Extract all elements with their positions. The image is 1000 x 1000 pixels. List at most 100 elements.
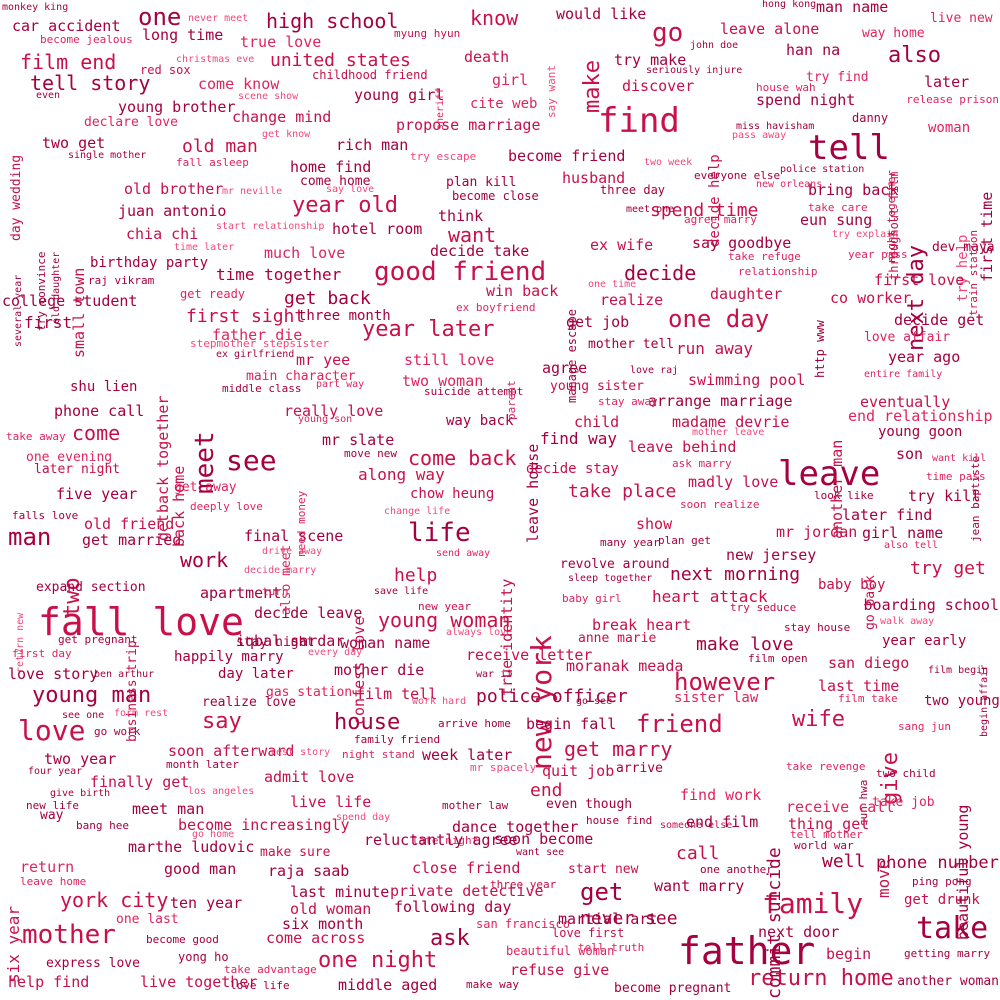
word-last-time: last time: [818, 677, 900, 695]
word-discover: discover: [622, 77, 695, 95]
word-quit-job: quit job: [542, 762, 615, 780]
word-stay-away: stay away: [598, 395, 658, 408]
word-change-mind: change mind: [232, 108, 332, 126]
word-good-man: good man: [164, 860, 237, 878]
word-take-care: take care: [808, 201, 868, 214]
word-new-jersey: new jersey: [726, 546, 817, 564]
word-get: get: [154, 513, 172, 541]
word-decide-stay: decide stay: [526, 461, 619, 477]
word-danny: danny: [852, 111, 889, 125]
word-dev-maya: dev maya: [932, 240, 995, 255]
word-month-later: month later: [166, 758, 239, 771]
word-form-rest: form rest: [114, 708, 169, 719]
word-mr-neville: mr neville: [222, 186, 283, 197]
word-back-home: back home: [170, 465, 188, 547]
word-another-woman: another woman: [897, 974, 999, 989]
word-meet-one: meet one: [626, 204, 675, 215]
word-five-year: five year: [56, 485, 138, 503]
word-refuse-give: refuse give: [510, 961, 610, 979]
word-small-town: small town: [70, 267, 88, 358]
word-take-away: take away: [6, 430, 66, 443]
word-say-goodbye: say goodbye: [692, 234, 792, 252]
word-leave-alone: leave alone: [720, 20, 820, 38]
word-night-stand: night stand: [342, 748, 415, 761]
word-spend-day: spend day: [336, 812, 391, 823]
word-stay-house: stay house: [784, 621, 851, 634]
word-young-son: young son: [298, 414, 353, 425]
word-arrive: arrive: [616, 761, 663, 776]
word-first-love: first love: [874, 271, 965, 289]
word-ben-arthur: ben arthur: [94, 669, 155, 680]
word-yong-ho: yong ho: [178, 950, 229, 964]
word-han-na: han na: [786, 41, 841, 59]
word-two-year: two year: [44, 750, 117, 768]
word-wife: wife: [792, 707, 845, 732]
word-go: go: [652, 18, 684, 48]
word-work: work: [180, 548, 229, 572]
word-first-day: first day: [12, 647, 72, 660]
word-arrive-home: arrive home: [438, 717, 511, 730]
word-never-meet: never meet: [188, 13, 249, 24]
word-save-life: save life: [374, 586, 429, 597]
word-following-day: following day: [394, 898, 512, 916]
word-middle-class: middle class: [222, 382, 302, 395]
word-agree: agree: [542, 359, 588, 377]
word-begin: begin: [826, 945, 872, 963]
word-find: find: [598, 101, 680, 141]
word-relationship: relationship: [738, 265, 818, 278]
word-end-film: end film: [686, 813, 759, 831]
word-co-worker: co worker: [830, 289, 912, 307]
word-go-work: go work: [94, 725, 141, 738]
word-tell-truth: tell truth: [578, 941, 645, 954]
word-film-begin: film begin: [928, 665, 989, 676]
word-ten-year: ten year: [170, 894, 243, 912]
word-apartment: apartment: [200, 584, 282, 602]
word-want-marry: want marry: [654, 877, 745, 895]
word-turn: turn: [262, 585, 289, 598]
word-girl: girl: [492, 71, 529, 89]
word-next-morning: next morning: [670, 564, 801, 585]
word-get-married: get married: [82, 531, 182, 549]
word-death: death: [464, 48, 510, 66]
word-young-brother: young brother: [118, 98, 236, 116]
word-rest-story: rest story: [270, 747, 331, 758]
word-old-friend: old friend: [84, 515, 175, 533]
word-husband: husband: [562, 169, 626, 187]
word-anne-marie: anne marie: [578, 631, 657, 646]
word-soon-realize: soon realize: [680, 498, 760, 511]
word-call: call: [676, 843, 720, 864]
word-final-scene: final scene: [244, 527, 344, 545]
word-think: think: [438, 207, 484, 225]
word-thing-get: thing get: [788, 815, 870, 833]
word-send-away: send away: [436, 548, 491, 559]
word-young-sister: young sister: [550, 379, 644, 394]
word-later-night: later night: [34, 462, 121, 477]
word-come-know: come know: [198, 75, 280, 93]
word-take-place: take place: [568, 481, 677, 502]
word-love-raj: love raj: [630, 365, 679, 376]
word-need-money: need money: [295, 490, 308, 557]
word-way: way: [40, 808, 64, 823]
word-main-character: main character: [246, 369, 356, 384]
word-another-man: another man: [828, 439, 846, 539]
word-decide: decide: [624, 261, 697, 285]
word-juan-antonio: juan antonio: [118, 202, 227, 220]
word-time-pass: time pass: [926, 470, 986, 483]
word-ask: ask: [430, 926, 470, 951]
word-help: help: [394, 565, 438, 586]
word-admit-love: admit love: [264, 768, 355, 786]
word-week-later: week later: [422, 746, 513, 764]
word-want-kill: want kill: [932, 453, 987, 464]
word-later-find: later find: [842, 506, 933, 524]
word-college-student: college student: [2, 292, 138, 310]
word-become-close: become close: [452, 189, 539, 203]
word-home-find: home find: [290, 158, 372, 176]
word-sang-jun: sang jun: [898, 720, 951, 733]
word-family-friend: family friend: [354, 733, 441, 746]
word-love-first: love first: [552, 926, 625, 940]
word-young-goon: young goon: [878, 424, 963, 440]
word-night-together: night together: [885, 170, 898, 264]
word-try-kill: try kill: [908, 487, 981, 505]
word-mother: mother: [22, 920, 116, 950]
word-one: one: [138, 3, 182, 31]
